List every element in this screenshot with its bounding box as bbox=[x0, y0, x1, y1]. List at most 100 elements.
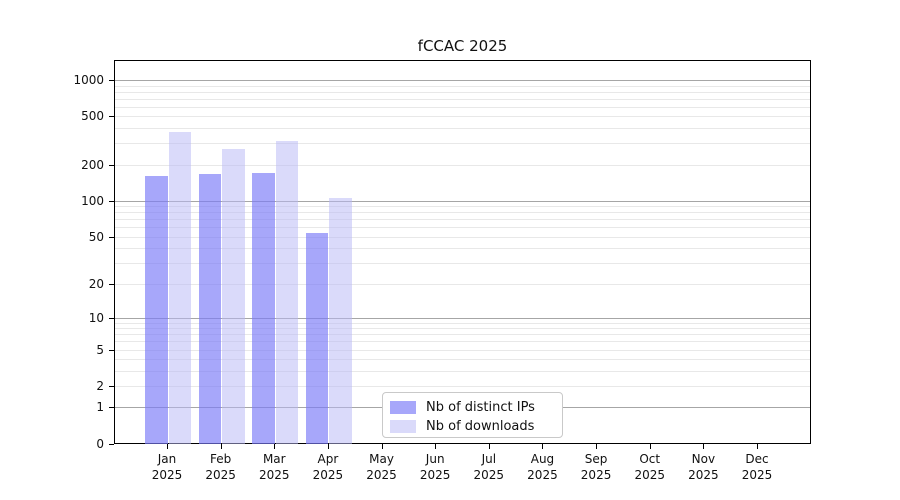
x-tick-dec bbox=[757, 444, 758, 449]
minor-gridline-5 bbox=[115, 349, 810, 351]
x-tick-label-aug: Aug 2025 bbox=[515, 451, 569, 483]
minor-gridline-9 bbox=[115, 322, 810, 324]
bar-mar-distinct-ips bbox=[252, 173, 275, 444]
minor-gridline-40 bbox=[115, 248, 810, 250]
minor-gridline-4 bbox=[115, 359, 810, 361]
x-label-month: May bbox=[369, 452, 394, 466]
minor-gridline-3 bbox=[115, 370, 810, 372]
x-tick-jan bbox=[167, 444, 168, 449]
x-label-year: 2025 bbox=[580, 468, 612, 482]
y-tick-label-5: 5 bbox=[96, 342, 104, 357]
bar-apr-distinct-ips bbox=[305, 232, 329, 444]
bar-feb-distinct-ips bbox=[198, 174, 222, 444]
x-tick-label-jan: Jan 2025 bbox=[140, 451, 194, 483]
x-label-year: 2025 bbox=[688, 468, 719, 482]
legend-swatch-downloads bbox=[390, 420, 416, 433]
y-tick-500 bbox=[109, 116, 114, 117]
y-tick-label-500: 500 bbox=[81, 109, 104, 124]
minor-gridline-60 bbox=[115, 227, 810, 229]
y-tick-10 bbox=[109, 318, 114, 319]
y-tick-2 bbox=[109, 386, 114, 387]
legend: Nb of distinct IPs Nb of downloads bbox=[382, 392, 563, 438]
y-tick-200 bbox=[109, 165, 114, 166]
minor-gridline-30 bbox=[115, 263, 810, 265]
y-tick-label-50: 50 bbox=[88, 229, 104, 244]
x-tick-label-oct: Oct 2025 bbox=[623, 451, 677, 483]
y-tick-1 bbox=[109, 407, 114, 408]
chart-title: fCCAC 2025 bbox=[417, 37, 508, 55]
minor-gridline-500 bbox=[115, 116, 810, 118]
x-label-month: Sep bbox=[584, 452, 608, 466]
x-label-month: Nov bbox=[691, 452, 716, 466]
major-gridline-100 bbox=[115, 200, 810, 202]
bar-jan-distinct-ips bbox=[145, 176, 168, 444]
y-tick-5 bbox=[109, 350, 114, 351]
x-label-year: 2025 bbox=[419, 468, 451, 482]
legend-label-downloads: Nb of downloads bbox=[426, 419, 535, 434]
x-label-month: Oct bbox=[639, 452, 661, 466]
legend-item-downloads: Nb of downloads bbox=[390, 417, 556, 436]
x-tick-may bbox=[381, 444, 383, 449]
plot-area: Nb of distinct IPs Nb of downloads bbox=[114, 60, 811, 444]
x-tick-oct bbox=[649, 444, 651, 449]
y-tick-label-2: 2 bbox=[96, 379, 104, 394]
x-tick-label-sep: Sep 2025 bbox=[569, 451, 623, 483]
x-tick-label-jul: Jul 2025 bbox=[462, 451, 516, 483]
minor-gridline-700 bbox=[115, 98, 810, 100]
x-tick-feb bbox=[220, 444, 222, 449]
bar-feb-downloads bbox=[222, 149, 245, 444]
x-label-month: Feb bbox=[210, 452, 232, 466]
minor-gridline-600 bbox=[115, 106, 810, 108]
minor-gridline-90 bbox=[115, 206, 810, 208]
minor-gridline-2 bbox=[115, 386, 810, 388]
minor-gridline-300 bbox=[115, 143, 810, 145]
x-tick-nov bbox=[703, 444, 705, 449]
legend-label-distinct-ips: Nb of distinct IPs bbox=[426, 400, 535, 415]
x-tick-label-may: May 2025 bbox=[355, 451, 409, 483]
x-label-year: 2025 bbox=[205, 468, 236, 482]
y-tick-50 bbox=[109, 237, 114, 238]
x-tick-label-mar: Mar 2025 bbox=[247, 451, 301, 483]
y-tick-1000 bbox=[109, 80, 114, 81]
minor-gridline-6 bbox=[115, 341, 810, 343]
x-tick-aug bbox=[542, 444, 544, 449]
x-label-month: Jun bbox=[425, 452, 445, 466]
x-label-year: 2025 bbox=[258, 468, 290, 482]
bar-mar-downloads bbox=[275, 140, 299, 444]
x-tick-label-feb: Feb 2025 bbox=[194, 451, 248, 483]
x-label-month: Apr bbox=[317, 452, 339, 466]
minor-gridline-900 bbox=[115, 85, 810, 87]
y-tick-20 bbox=[109, 284, 114, 285]
y-tick-label-20: 20 bbox=[88, 276, 104, 291]
x-tick-jun bbox=[435, 444, 437, 449]
x-tick-label-apr: Apr 2025 bbox=[301, 451, 355, 483]
x-tick-label-nov: Nov 2025 bbox=[676, 451, 730, 483]
y-tick-label-10: 10 bbox=[88, 310, 104, 325]
minor-gridline-20 bbox=[115, 283, 810, 285]
y-tick-label-1: 1 bbox=[96, 400, 104, 415]
x-label-year: 2025 bbox=[473, 468, 505, 482]
minor-gridline-70 bbox=[115, 219, 810, 221]
minor-gridline-8 bbox=[115, 328, 810, 330]
minor-gridline-400 bbox=[115, 128, 810, 130]
y-tick-label-0: 0 bbox=[96, 437, 104, 451]
x-label-year: 2025 bbox=[312, 468, 344, 482]
x-label-month: Aug bbox=[530, 452, 555, 466]
major-gridline-1000 bbox=[115, 80, 810, 81]
x-label-month: Dec bbox=[745, 452, 769, 466]
x-label-month: Jul bbox=[481, 452, 497, 466]
x-tick-sep bbox=[596, 444, 598, 449]
x-tick-apr bbox=[327, 444, 329, 449]
minor-gridline-800 bbox=[115, 91, 810, 93]
x-label-month: Jan bbox=[157, 452, 177, 466]
bar-jan-downloads bbox=[168, 132, 191, 444]
x-label-year: 2025 bbox=[527, 468, 558, 482]
minor-gridline-80 bbox=[115, 212, 810, 214]
x-label-year: 2025 bbox=[741, 468, 773, 482]
x-tick-label-jun: Jun 2025 bbox=[408, 451, 462, 483]
legend-swatch-distinct-ips bbox=[390, 401, 416, 414]
bar-apr-downloads bbox=[329, 197, 352, 444]
minor-gridline-50 bbox=[115, 236, 810, 238]
minor-gridline-7 bbox=[115, 334, 810, 336]
